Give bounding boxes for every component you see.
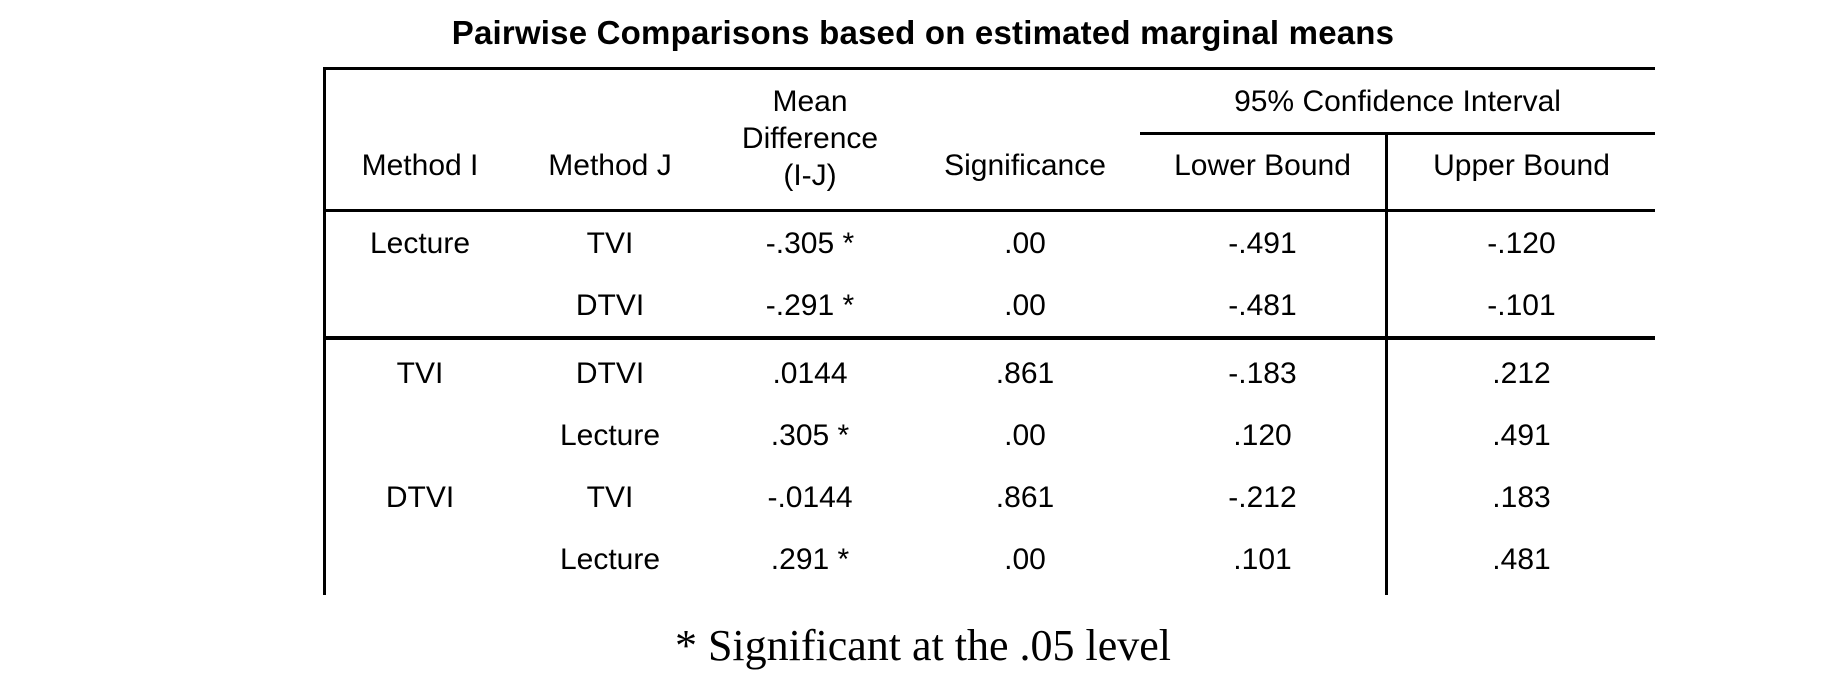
table-top-rule (323, 67, 1655, 70)
header-method-j: Method J (548, 149, 672, 182)
row5-upper-bound: .183 (1492, 481, 1551, 514)
header-mean-difference-line2: Difference (741, 122, 879, 155)
row5-method-i: DTVI (385, 481, 455, 514)
confidence-interval-rule (1140, 132, 1655, 135)
row3-method-i: TVI (396, 357, 444, 390)
row1-lower-bound: -.491 (1228, 227, 1297, 260)
row2-significance: .00 (1004, 289, 1046, 322)
row3-lower-bound: -.183 (1228, 357, 1297, 390)
row3-significance: .861 (995, 357, 1055, 390)
row3-mean-difference: .0144 (772, 357, 848, 390)
row4-method-j: Lecture (559, 419, 661, 452)
row5-lower-bound: -.212 (1228, 481, 1297, 514)
row1-method-i: Lecture (369, 227, 471, 260)
header-mean-difference-line1: Mean (772, 85, 848, 118)
row1-significance: .00 (1004, 227, 1046, 260)
row5-method-j: TVI (586, 481, 634, 514)
row4-mean-difference: .305 * (770, 419, 850, 452)
row5-mean-difference: -.0144 (767, 481, 853, 514)
table-title: Pairwise Comparisons based on estimated … (451, 14, 1395, 51)
header-bottom-rule (323, 209, 1655, 212)
header-mean-difference-line3: (I-J) (783, 159, 837, 192)
row1-mean-difference: -.305 * (765, 227, 855, 260)
row4-lower-bound: .120 (1233, 419, 1292, 452)
row6-lower-bound: .101 (1233, 543, 1292, 576)
row2-upper-bound: -.101 (1487, 289, 1556, 322)
row2-mean-difference: -.291 * (765, 289, 855, 322)
row2-method-j: DTVI (575, 289, 645, 322)
row1-upper-bound: -.120 (1487, 227, 1556, 260)
header-confidence-interval: 95% Confidence Interval (1234, 85, 1561, 118)
significance-footnote: * Significant at the .05 level (674, 621, 1172, 670)
header-method-i: Method I (361, 149, 479, 182)
row3-upper-bound: .212 (1492, 357, 1551, 390)
row3-method-j: DTVI (575, 357, 645, 390)
row6-method-j: Lecture (559, 543, 661, 576)
header-lower-bound: Lower Bound (1174, 149, 1351, 182)
row6-significance: .00 (1004, 543, 1046, 576)
header-upper-bound: Upper Bound (1433, 149, 1610, 182)
row6-upper-bound: .481 (1492, 543, 1551, 576)
row4-significance: .00 (1004, 419, 1046, 452)
group-divider-rule (323, 336, 1655, 340)
header-significance: Significance (944, 149, 1106, 182)
row1-method-j: TVI (586, 227, 634, 260)
row4-upper-bound: .491 (1492, 419, 1551, 452)
row2-lower-bound: -.481 (1228, 289, 1297, 322)
row5-significance: .861 (995, 481, 1055, 514)
row6-mean-difference: .291 * (770, 543, 850, 576)
table-left-rule (323, 67, 326, 595)
column-divider-rule (1385, 132, 1388, 595)
